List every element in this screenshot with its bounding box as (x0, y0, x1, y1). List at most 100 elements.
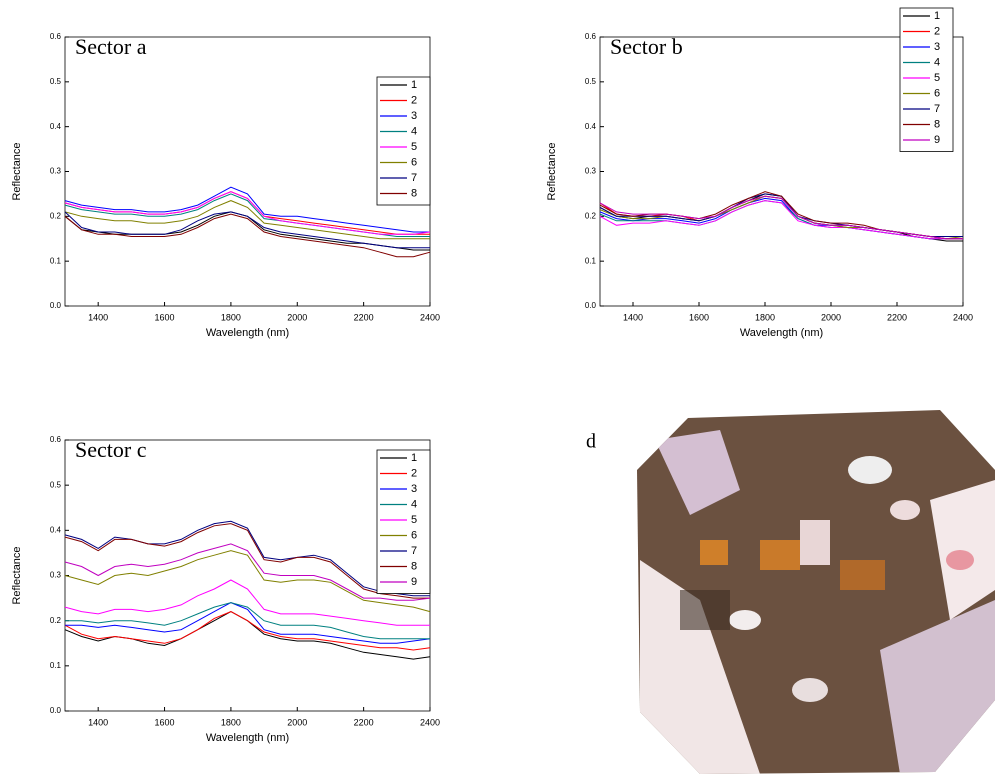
series-line (599, 200, 963, 240)
legend-label: 2 (411, 94, 417, 106)
y-tick-label: 0.2 (50, 616, 62, 625)
x-tick-label: 2200 (354, 312, 374, 322)
y-axis-label: Reflectance (11, 142, 23, 200)
y-axis-label: Reflectance (11, 546, 23, 604)
x-tick-label: 2000 (287, 717, 307, 727)
x-tick-label: 2000 (821, 312, 841, 322)
x-tick-label: 1800 (221, 312, 241, 322)
x-tick-label: 1800 (221, 717, 241, 727)
legend-label: 7 (934, 103, 940, 115)
legend-label: 3 (411, 483, 417, 495)
series-line (65, 602, 431, 644)
series-line (599, 195, 963, 240)
y-tick-label: 0.6 (585, 32, 597, 41)
x-tick-label: 1800 (755, 312, 775, 322)
series-line (64, 193, 430, 237)
y-tick-label: 0.4 (50, 525, 62, 534)
x-axis-label: Wavelength (nm) (740, 327, 823, 339)
y-tick-label: 0.0 (585, 301, 597, 310)
y-tick-label: 0.3 (50, 571, 62, 580)
x-tick-label: 2400 (953, 312, 973, 322)
x-tick-label: 1400 (88, 312, 108, 322)
legend-label: 6 (411, 156, 417, 168)
x-tick-label: 1600 (155, 717, 175, 727)
legend-label: 3 (934, 41, 940, 53)
y-tick-label: 0.4 (50, 122, 62, 131)
x-tick-label: 1600 (155, 312, 175, 322)
legend-label: 1 (934, 10, 940, 22)
legend-label: 8 (411, 560, 417, 572)
y-tick-label: 0.3 (50, 167, 62, 176)
y-axis-label: Reflectance (546, 142, 558, 200)
x-tick-label: 1400 (88, 717, 108, 727)
series-line (64, 211, 430, 249)
x-tick-label: 2000 (287, 312, 307, 322)
series-line (64, 611, 431, 660)
series-line (64, 579, 430, 626)
legend-label: 6 (411, 529, 417, 541)
legend-box (376, 76, 431, 206)
chart-title: Sector c (75, 437, 147, 462)
y-tick-label: 0.2 (585, 211, 597, 220)
legend-label: 9 (934, 134, 940, 146)
legend-label: 2 (411, 467, 417, 479)
x-tick-label: 2400 (420, 312, 440, 322)
chart-title: Sector a (75, 34, 147, 59)
legend-label: 5 (411, 141, 417, 153)
y-tick-label: 0.5 (50, 480, 62, 489)
y-tick-label: 0.2 (50, 211, 62, 220)
y-tick-label: 0.0 (50, 706, 62, 715)
panel-label: d (586, 431, 596, 453)
y-tick-label: 0.0 (50, 301, 62, 310)
legend-label: 7 (411, 545, 417, 557)
thin-section-photo (637, 410, 995, 774)
legend-label: 4 (411, 125, 417, 137)
plot-frame (64, 439, 431, 712)
legend-label: 8 (934, 118, 940, 130)
legend-label: 7 (411, 172, 417, 184)
y-tick-label: 0.3 (585, 167, 597, 176)
y-tick-label: 0.6 (50, 435, 62, 444)
series-line (64, 523, 430, 599)
y-tick-label: 0.1 (50, 256, 62, 265)
legend-box (376, 449, 431, 594)
legend-box (899, 7, 954, 152)
plot-frame (64, 36, 431, 307)
series-line (64, 186, 430, 233)
legend-label: 3 (411, 110, 417, 122)
series-line (599, 200, 963, 240)
series-line (64, 200, 430, 240)
series-line (64, 550, 431, 613)
x-tick-label: 1600 (689, 312, 709, 322)
legend-label: 1 (411, 79, 417, 91)
legend-label: 2 (934, 25, 940, 37)
y-tick-label: 0.1 (585, 256, 597, 265)
series-line (65, 602, 430, 640)
series-line (599, 197, 963, 240)
x-tick-label: 2200 (354, 717, 374, 727)
series-line (64, 611, 431, 651)
legend-label: 1 (411, 452, 417, 464)
x-axis-label: Wavelength (nm) (206, 327, 289, 339)
series-line (64, 213, 431, 258)
y-tick-label: 0.5 (50, 77, 62, 86)
legend-label: 4 (411, 498, 417, 510)
y-tick-label: 0.4 (585, 122, 597, 131)
series-line (64, 191, 431, 235)
y-tick-label: 0.5 (585, 77, 597, 86)
x-tick-label: 2200 (887, 312, 907, 322)
legend-label: 4 (934, 56, 940, 68)
legend-label: 5 (934, 72, 940, 84)
x-tick-label: 2400 (420, 717, 440, 727)
legend-label: 9 (411, 576, 417, 588)
legend-label: 8 (411, 187, 417, 199)
y-tick-label: 0.1 (50, 661, 62, 670)
y-tick-label: 0.6 (50, 32, 62, 41)
legend-label: 5 (411, 514, 417, 526)
legend-label: 6 (934, 87, 940, 99)
chart-title: Sector b (610, 34, 683, 59)
x-axis-label: Wavelength (nm) (206, 732, 289, 744)
series-line (64, 543, 431, 601)
